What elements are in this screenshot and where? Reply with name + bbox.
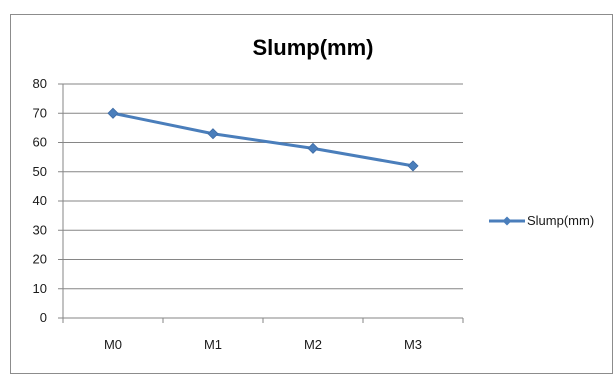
data-point [207,128,219,140]
data-point [407,160,419,172]
y-tick-label: 10 [33,281,47,296]
chart-title: Slump(mm) [253,35,374,60]
y-tick-label: 0 [40,310,47,325]
line-chart: Slump(mm) 0 10 20 30 40 50 60 70 80 M0 M1 M2 M3 Slu… [33,35,595,352]
x-tick-label: M2 [304,337,322,352]
data-point [107,107,119,119]
legend-label: Slump(mm) [527,213,594,228]
legend: Slump(mm) [489,213,594,228]
y-tick-label: 50 [33,164,47,179]
legend-marker [502,216,512,226]
y-tick-label: 70 [33,105,47,120]
y-tick-label: 40 [33,193,47,208]
y-tick-label: 30 [33,222,47,237]
series-line [112,111,414,168]
y-tick-label: 80 [33,76,47,91]
x-tick-label: M0 [104,337,122,352]
y-tick-label: 20 [33,252,47,267]
y-axis-ticks: 0 10 20 30 40 50 60 70 80 [33,76,63,325]
series-group [107,107,419,172]
chart-frame [10,14,613,374]
y-tick-label: 60 [33,135,47,150]
x-axis-ticks: M0 M1 M2 M3 [62,318,464,352]
x-tick-label: M1 [204,337,222,352]
x-tick-label: M3 [404,337,422,352]
data-point [307,142,319,154]
